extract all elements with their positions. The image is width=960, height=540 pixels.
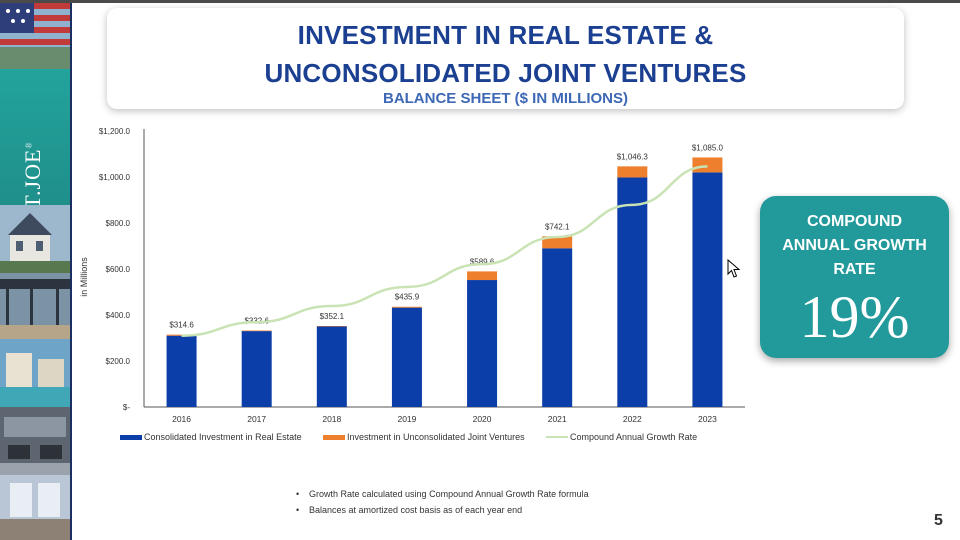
total-data-label: $742.1 (545, 222, 570, 231)
page-number: 5 (934, 512, 943, 529)
bar-consolidated (391, 307, 422, 407)
x-tick-label: 2019 (397, 414, 416, 424)
y-tick-label: $800.0 (106, 219, 131, 228)
bar-consolidated (617, 177, 648, 407)
interior-photo (0, 475, 70, 540)
legend-item-cagr: Compound Annual Growth Rate (546, 432, 697, 442)
bar-consolidated (467, 280, 498, 407)
cagr-trend-line (181, 165, 708, 337)
slide-title-line1: INVESTMENT IN REAL ESTATE & (297, 20, 714, 50)
total-data-label: $1,046.3 (617, 152, 649, 161)
cagr-callout: COMPOUND ANNUAL GROWTH RATE 19% (760, 196, 949, 358)
pavilion-photo (0, 273, 70, 339)
photo-strip: ST.JOE® (0, 3, 72, 540)
stjoe-logo: ST.JOE® (0, 69, 70, 264)
bar-unconsolidated (391, 306, 422, 308)
house-photo (0, 205, 70, 273)
total-data-label: $589.6 (470, 257, 495, 266)
legend-label-consolidated: Consolidated Investment in Real Estate (144, 432, 302, 442)
legend-swatch-unconsolidated (323, 434, 345, 440)
bar-unconsolidated (692, 157, 723, 173)
legend-label-cagr: Compound Annual Growth Rate (570, 432, 698, 442)
bar-consolidated (241, 331, 272, 407)
y-tick-label: $600.0 (106, 265, 131, 274)
x-tick-label: 2022 (623, 414, 642, 424)
total-data-label: $1,085.0 (692, 143, 724, 152)
legend-item-consolidated: Consolidated Investment in Real Estate (120, 432, 302, 442)
footnote-item: Balances at amortized cost basis as of e… (296, 504, 589, 520)
x-tick-label: 2021 (548, 414, 567, 424)
mouse-pointer-icon (727, 259, 741, 278)
bar-consolidated (166, 335, 197, 407)
x-tick-label: 2023 (698, 414, 717, 424)
footnote-item: Growth Rate calculated using Compound An… (296, 488, 589, 504)
bar-unconsolidated (241, 330, 272, 332)
bar-unconsolidated (467, 271, 498, 281)
y-tick-label: $400.0 (106, 311, 131, 320)
bar-consolidated (316, 326, 347, 407)
x-tick-label: 2016 (172, 414, 191, 424)
cagr-value: 19% (799, 284, 910, 350)
cagr-label: COMPOUND ANNUAL GROWTH RATE (782, 213, 927, 278)
legend-swatch-consolidated (120, 434, 142, 440)
y-axis-label: in Millions (79, 257, 89, 297)
y-tick-label: $- (123, 403, 130, 412)
total-data-label: $435.9 (395, 293, 420, 302)
legend-label-unconsolidated: Investment in Unconsolidated Joint Ventu… (347, 432, 525, 442)
top-rule (0, 0, 960, 3)
slide-title-line2: UNCONSOLIDATED JOINT VENTURES (264, 58, 747, 88)
legend-swatch-cagr (546, 436, 568, 438)
bar-unconsolidated (542, 236, 573, 249)
legend-item-unconsolidated: Investment in Unconsolidated Joint Ventu… (323, 432, 525, 442)
total-data-label: $314.6 (169, 321, 194, 330)
slide-subtitle: BALANCE SHEET ($ IN MILLIONS) (382, 90, 628, 107)
x-tick-label: 2020 (473, 414, 492, 424)
total-data-label: $352.1 (320, 312, 345, 321)
resort-photo (0, 339, 70, 407)
footnotes: Growth Rate calculated using Compound An… (296, 488, 589, 520)
investment-bar-chart: $- $200.0 $400.0 $600.0 $800.0 $1,000.0 $1,200… (99, 127, 745, 424)
x-tick-label: 2017 (247, 414, 266, 424)
y-tick-label: $1,200.0 (99, 127, 131, 136)
patio-photo (0, 407, 70, 475)
y-tick-label: $200.0 (106, 357, 131, 366)
bar-unconsolidated (617, 166, 648, 178)
bar-consolidated (542, 248, 573, 407)
flag-photo (0, 3, 70, 69)
bar-consolidated (692, 172, 723, 407)
y-tick-label: $1,000.0 (99, 173, 131, 182)
x-tick-label: 2018 (322, 414, 341, 424)
title-card: INVESTMENT IN REAL ESTATE & UNCONSOLIDAT… (107, 8, 904, 109)
